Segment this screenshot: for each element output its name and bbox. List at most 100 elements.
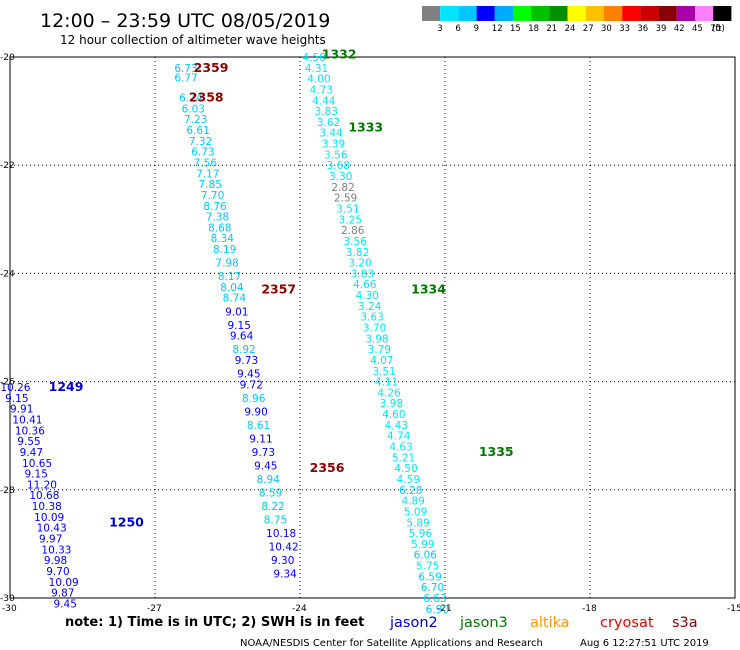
color-scale-label: 18 bbox=[528, 24, 539, 34]
y-tick-label: -22 bbox=[0, 161, 15, 171]
color-scale-swatch bbox=[695, 6, 714, 21]
footer-timestamp: Aug 6 12:27:51 UTC 2019 bbox=[580, 638, 709, 649]
wave-height-value: 4.26 bbox=[377, 387, 401, 399]
wave-height-value: 3.70 bbox=[363, 323, 386, 335]
pass-number-label: 2359 bbox=[194, 60, 229, 75]
color-scale-swatch bbox=[531, 6, 550, 21]
wave-height-value: 8.34 bbox=[211, 233, 235, 245]
pass-number-label: 1333 bbox=[348, 119, 383, 134]
x-tick-label: -24 bbox=[292, 604, 307, 614]
wave-height-value: 9.45 bbox=[254, 460, 277, 472]
color-scale-swatch bbox=[604, 6, 623, 21]
color-scale-swatch bbox=[494, 6, 513, 21]
wave-height-value: 5.96 bbox=[409, 528, 433, 540]
wave-height-value: 3.44 bbox=[319, 128, 343, 140]
wave-height-value: 9.73 bbox=[235, 355, 258, 367]
data-points: 6.736.776.746.037.236.617.326.737.567.17… bbox=[0, 52, 449, 616]
wave-height-value: 2.86 bbox=[341, 225, 365, 237]
wave-height-value: 2.82 bbox=[331, 182, 354, 194]
color-scale-label: 27 bbox=[583, 24, 594, 34]
x-tick-label: -21 bbox=[437, 604, 452, 614]
wave-height-value: 8.92 bbox=[232, 344, 255, 356]
wave-height-value: 9.01 bbox=[225, 306, 248, 318]
color-scale-label: 6 bbox=[455, 24, 460, 34]
color-scale-label: 12 bbox=[492, 24, 503, 34]
color-scale-swatch bbox=[676, 6, 695, 21]
wave-height-value: 3.30 bbox=[329, 171, 352, 183]
wave-height-value: 7.38 bbox=[206, 212, 229, 224]
wave-height-value: 7.70 bbox=[201, 190, 224, 202]
wave-height-value: 9.91 bbox=[10, 404, 33, 416]
legend-s3a: s3a bbox=[672, 615, 698, 631]
x-tick-label: -27 bbox=[147, 604, 162, 614]
pass-number-label: 1334 bbox=[411, 282, 446, 297]
wave-height-value: 4.63 bbox=[389, 442, 412, 454]
x-tick-label: -18 bbox=[582, 604, 597, 614]
color-scale-label: 15 bbox=[510, 24, 521, 34]
wave-height-value: 3.51 bbox=[373, 366, 396, 378]
wave-height-value: 8.22 bbox=[261, 501, 284, 513]
color-scale-label: 70 bbox=[710, 24, 721, 34]
wave-height-value: 9.90 bbox=[244, 406, 267, 418]
wave-height-value: 6.70 bbox=[421, 582, 444, 594]
legend-altika: altika bbox=[530, 615, 570, 631]
pass-number-label: 1332 bbox=[322, 46, 357, 61]
color-scale-label: 36 bbox=[637, 24, 648, 34]
wave-height-value: 9.98 bbox=[44, 555, 67, 567]
wave-height-value: 8.17 bbox=[218, 271, 241, 283]
y-tick-label: -28 bbox=[0, 486, 15, 496]
wave-height-value: 9.15 bbox=[228, 320, 251, 332]
wave-height-value: 9.55 bbox=[17, 436, 40, 448]
color-scale-label: 30 bbox=[601, 24, 612, 34]
wave-height-value: 3.68 bbox=[327, 160, 350, 172]
wave-height-value: 9.45 bbox=[237, 368, 260, 380]
wave-height-value: 9.73 bbox=[252, 447, 275, 459]
color-scale-swatch bbox=[567, 6, 586, 21]
wave-height-value: 4.31 bbox=[305, 63, 328, 75]
wave-height-value: 4.00 bbox=[307, 74, 330, 86]
wave-height-value: 5.89 bbox=[406, 517, 429, 529]
wave-height-value: 9.15 bbox=[25, 469, 48, 481]
wave-height-value: 10.09 bbox=[34, 512, 64, 524]
color-scale-swatch bbox=[513, 6, 532, 21]
wave-height-value: 6.74 bbox=[179, 93, 203, 105]
wave-height-value: 7.32 bbox=[189, 136, 212, 148]
wave-height-value: 4.74 bbox=[387, 431, 411, 443]
wave-height-value: 4.50 bbox=[394, 463, 417, 475]
pass-number-label: 1249 bbox=[49, 379, 84, 394]
color-scale-swatch bbox=[549, 6, 568, 21]
wave-height-value: 3.39 bbox=[322, 139, 345, 151]
footer-credit: NOAA/NESDIS Center for Satellite Applica… bbox=[240, 638, 543, 649]
wave-height-value: 8.68 bbox=[208, 222, 231, 234]
pass-number-label: 2356 bbox=[310, 460, 345, 475]
pass-number-label: 2357 bbox=[261, 282, 296, 297]
wave-height-value: 3.83 bbox=[351, 268, 374, 280]
pass-labels: 2359 2358 2357 2356 1332 1333 1334 1335 1249 1250 bbox=[49, 46, 514, 529]
wave-height-value: 6.28 bbox=[399, 485, 422, 497]
wave-height-value: 10.38 bbox=[32, 501, 62, 513]
wave-height-value: 2.59 bbox=[334, 193, 357, 205]
wave-height-value: 8.75 bbox=[264, 515, 287, 527]
wave-height-value: 10.65 bbox=[22, 458, 52, 470]
wave-height-value: 6.90 bbox=[426, 604, 449, 616]
color-scale-unit: (ft) bbox=[712, 24, 725, 34]
y-tick-label: -20 bbox=[0, 53, 15, 63]
wave-height-value: 9.11 bbox=[249, 433, 272, 445]
color-scale-swatch bbox=[713, 6, 732, 21]
wave-height-value: 3.25 bbox=[339, 214, 362, 226]
wave-height-value: 4.59 bbox=[397, 474, 420, 486]
y-tick-label: -26 bbox=[0, 378, 15, 388]
wave-height-value: 4.11 bbox=[375, 377, 398, 389]
wave-height-value: 9.97 bbox=[39, 533, 62, 545]
plot-grid bbox=[10, 57, 735, 598]
legend-jason3: jason3 bbox=[459, 615, 508, 631]
wave-height-value: 3.20 bbox=[348, 258, 371, 270]
wave-height-value: 10.68 bbox=[29, 490, 59, 502]
wave-height-value: 9.72 bbox=[240, 379, 263, 391]
wave-height-value: 6.61 bbox=[186, 125, 209, 137]
wave-height-value: 3.56 bbox=[344, 236, 368, 248]
wave-height-value: 10.36 bbox=[15, 425, 45, 437]
wave-height-value: 7.56 bbox=[194, 157, 218, 169]
legend-cryosat: cryosat bbox=[600, 615, 654, 631]
